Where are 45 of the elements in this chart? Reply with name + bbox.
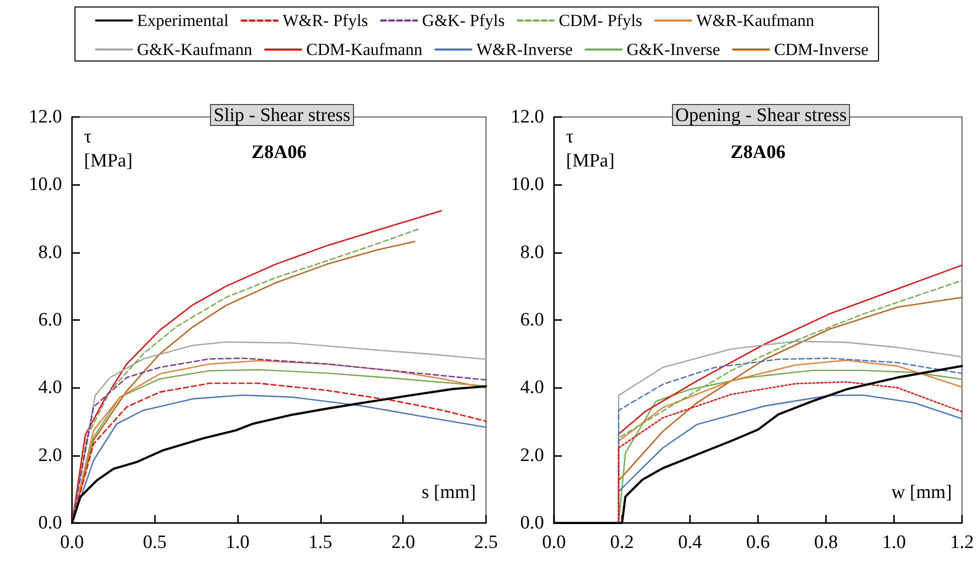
x-tick-label: 0.4 xyxy=(678,532,702,553)
legend-label: Experimental xyxy=(137,11,229,30)
x-tick-label: 1.0 xyxy=(882,532,906,553)
x-tick-label: 0.0 xyxy=(542,532,566,553)
x-axis-title: s [mm] xyxy=(422,482,476,503)
y-tick-label: 6.0 xyxy=(520,310,544,330)
legend-label: CDM-Inverse xyxy=(774,40,869,59)
x-tick-label: 1.2 xyxy=(950,532,974,553)
legend-label: W&R-Inverse xyxy=(476,40,573,59)
legend-label: G&K-Inverse xyxy=(626,40,720,59)
y-tick-label: 10.0 xyxy=(510,174,544,196)
x-tick-label: 0.6 xyxy=(746,532,770,553)
legend-label: CDM-Kaufmann xyxy=(306,40,423,59)
x-tick-label: 0.5 xyxy=(142,532,167,553)
chart-title: Slip - Shear stress xyxy=(214,105,350,126)
x-tick-label: 0.8 xyxy=(814,532,838,553)
x-tick-label: 0.2 xyxy=(610,532,634,553)
y-tick-label: 10.0 xyxy=(28,174,62,196)
y-tick-label: 8.0 xyxy=(520,242,544,263)
y-axis-title: τ [MPa] xyxy=(84,126,133,172)
y-tick-label: 12.0 xyxy=(28,106,62,128)
legend-label: W&R-Kaufmann xyxy=(696,11,815,30)
y-tick-label: 2.0 xyxy=(520,444,544,466)
y-tick-label: 0.0 xyxy=(38,512,62,534)
legend-label: G&K- Pfyls xyxy=(422,11,505,30)
x-tick-label: 2.0 xyxy=(391,532,416,553)
y-tick-label: 4.0 xyxy=(38,377,62,398)
y-tick-label: 8.0 xyxy=(38,242,62,263)
x-tick-label: 2.5 xyxy=(474,532,498,553)
y-tick-label: 6.0 xyxy=(38,310,62,330)
legend-label: CDM- Pfyls xyxy=(558,11,642,30)
text: Z8A06 xyxy=(730,142,786,163)
y-tick-label: 2.0 xyxy=(38,444,62,466)
y-tick-label: 12.0 xyxy=(510,106,544,128)
x-tick-label: 0.0 xyxy=(60,532,84,553)
x-tick-label: 1.5 xyxy=(308,532,332,553)
y-axis-title: τ [MPa] xyxy=(566,126,615,172)
x-axis-title: w [mm] xyxy=(891,482,952,503)
legend-label: W&R- Pfyls xyxy=(282,11,368,30)
text: Z8A06 xyxy=(252,142,306,163)
chart-title: Opening - Shear stress xyxy=(675,105,847,126)
y-tick-label: 4.0 xyxy=(520,377,544,398)
y-tick-label: 0.0 xyxy=(520,512,544,534)
x-tick-label: 1.0 xyxy=(226,532,250,553)
legend-label: G&K-Kaufmann xyxy=(137,40,253,59)
